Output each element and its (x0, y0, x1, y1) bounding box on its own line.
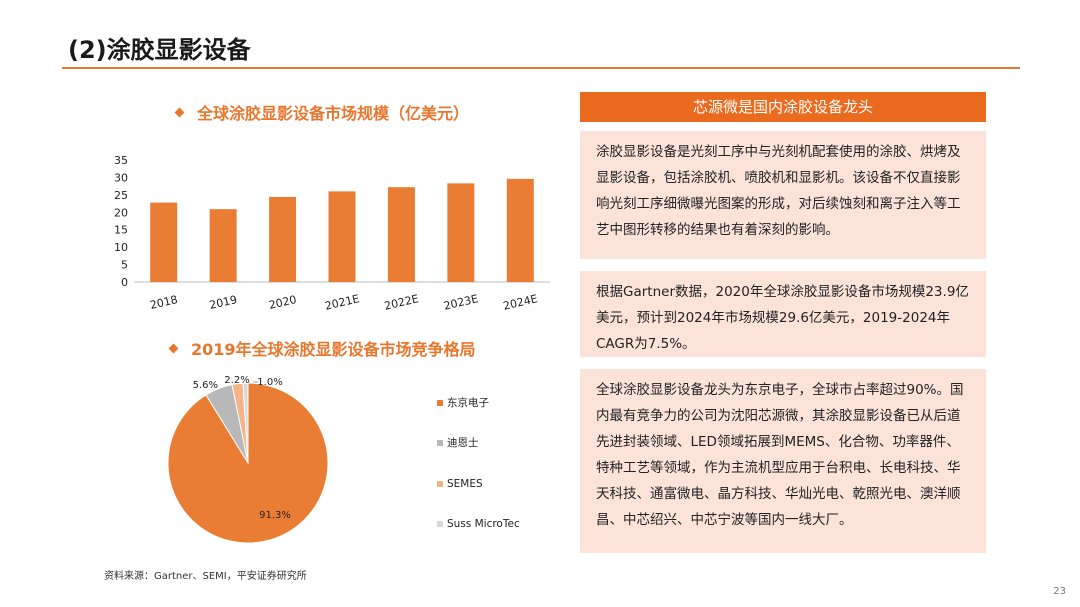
y-tick-label: 25 (114, 189, 128, 202)
legend-label: Suss MicroTec (447, 518, 520, 530)
bar (387, 187, 415, 282)
pie-value-label: 2.2% (224, 375, 249, 386)
legend-swatch (437, 440, 443, 446)
bar-chart-title-wrap: 全球涂胶显影设备市场规模（亿美元） (174, 100, 470, 124)
pie-value-label: 5.6% (193, 380, 218, 391)
text-box-3: 全球涂胶显影设备龙头为东京电子，全球市占率超过90%。国内最有竞争力的公司为沈阳… (580, 369, 986, 553)
x-tick-label: 2023E (442, 292, 479, 313)
sidebar-header: 芯源微是国内涂胶设备龙头 (580, 92, 986, 122)
x-tick-label: 2020 (268, 293, 298, 312)
pie-slice (242, 382, 249, 464)
pie-chart-title-wrap: 2019年全球涂胶显影设备市场竞争格局 (168, 336, 476, 360)
x-tick-label: 2024E (502, 292, 539, 313)
source-note: 资料来源：Gartner、SEMI，平安证券研究所 (104, 571, 307, 582)
y-tick-label: 30 (114, 171, 128, 184)
legend-swatch (437, 521, 443, 527)
legend-label: 迪恩士 (447, 436, 479, 449)
pie-value-label: 91.3% (259, 510, 291, 521)
text-box-2: 根据Gartner数据，2020年全球涂胶显影设备市场规模23.9亿美元，预计到… (580, 271, 986, 357)
title-divider (62, 67, 1020, 69)
bar (269, 196, 297, 282)
bar (328, 191, 356, 282)
bar (506, 178, 534, 282)
x-tick-label: 2022E (383, 292, 420, 313)
x-tick-label: 2018 (149, 293, 179, 312)
bar-chart-title: 全球涂胶显影设备市场规模（亿美元） (197, 104, 470, 123)
y-tick-label: 10 (114, 241, 128, 254)
legend-label: SEMES (447, 478, 483, 490)
x-tick-label: 2021E (324, 292, 361, 313)
y-tick-label: 0 (121, 276, 128, 289)
diamond-bullet-icon (168, 343, 179, 354)
page-title: (2)涂胶显影设备 (68, 36, 251, 64)
bar-chart: 0 5 10 15 20 25 30 35 2018 2019 2020 2021E 2022E 2023… (114, 154, 550, 313)
x-tick-label: 2019 (208, 293, 238, 312)
diamond-bullet-icon (174, 107, 185, 118)
bar (150, 202, 178, 282)
page-number: 23 (1053, 586, 1066, 597)
text-box-1: 涂胶显影设备是光刻工序中与光刻机配套使用的涂胶、烘烤及显影设备，包括涂胶机、喷胶… (580, 131, 986, 259)
pie-chart-title: 2019年全球涂胶显影设备市场竞争格局 (191, 340, 476, 359)
y-tick-label: 15 (114, 224, 128, 237)
pie-value-label: 1.0% (257, 377, 282, 388)
legend-label: 东京电子 (447, 396, 489, 409)
y-tick-label: 5 (121, 259, 128, 272)
y-tick-label: 20 (114, 206, 128, 219)
legend-swatch (437, 400, 443, 406)
legend-swatch (437, 481, 443, 487)
bar (209, 209, 237, 282)
bar (447, 183, 475, 282)
y-tick-label: 35 (114, 154, 128, 167)
